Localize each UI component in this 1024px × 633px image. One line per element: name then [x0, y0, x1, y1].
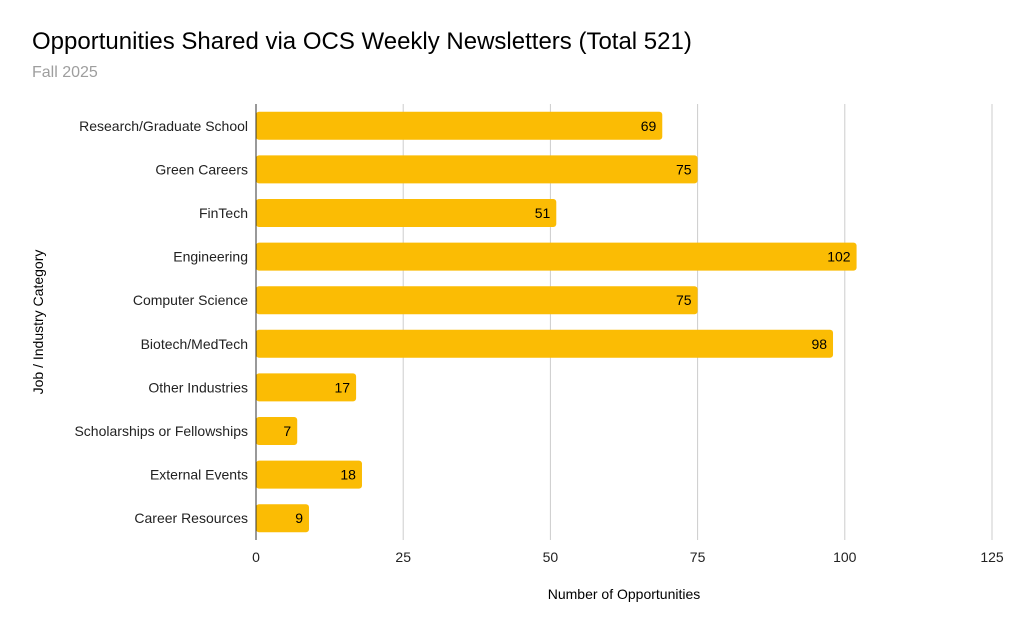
- category-label: Other Industries: [148, 379, 248, 395]
- bar: [256, 504, 309, 533]
- value-label: 102: [827, 249, 851, 265]
- bar: [256, 111, 663, 140]
- chart-title: Opportunities Shared via OCS Weekly News…: [32, 28, 692, 55]
- value-label: 51: [535, 205, 551, 221]
- category-label: Research/Graduate School: [79, 118, 248, 134]
- category-label: Engineering: [173, 249, 248, 265]
- bar: [256, 373, 357, 402]
- bar: [256, 286, 698, 315]
- value-label: 69: [641, 118, 657, 134]
- value-label: 75: [676, 292, 692, 308]
- bar: [256, 242, 857, 271]
- category-label: Green Careers: [155, 161, 248, 177]
- value-label: 75: [676, 161, 692, 177]
- x-tick-label: 0: [252, 549, 260, 565]
- category-label: Computer Science: [133, 292, 248, 308]
- category-label: FinTech: [199, 205, 248, 221]
- category-label: Career Resources: [134, 510, 248, 526]
- category-label: Scholarships or Fellowships: [74, 423, 248, 439]
- bar: [256, 155, 698, 184]
- value-label: 17: [335, 379, 351, 395]
- category-label: Biotech/MedTech: [141, 336, 248, 352]
- value-label: 18: [340, 467, 356, 483]
- bar: [256, 329, 834, 358]
- bar: [256, 460, 362, 489]
- x-axis-title: Number of Opportunities: [548, 586, 701, 602]
- x-tick-label: 25: [395, 549, 411, 565]
- x-tick-label: 75: [690, 549, 706, 565]
- x-tick-label: 125: [980, 549, 1004, 565]
- bar: [256, 417, 298, 445]
- value-label: 98: [811, 336, 827, 352]
- category-label: External Events: [150, 467, 248, 483]
- x-tick-label: 50: [543, 549, 559, 565]
- x-tick-label: 100: [833, 549, 857, 565]
- y-axis-title: Job / Industry Category: [30, 250, 46, 395]
- chart-subtitle: Fall 2025: [32, 64, 98, 81]
- bar: [256, 199, 557, 227]
- value-label: 7: [283, 423, 291, 439]
- value-label: 9: [295, 510, 303, 526]
